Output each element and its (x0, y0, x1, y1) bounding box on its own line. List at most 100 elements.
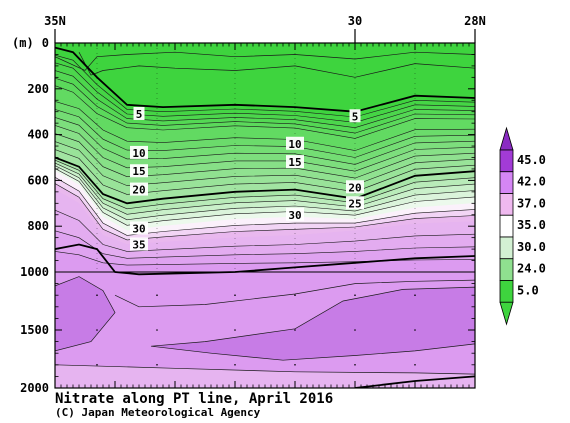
surface-fill (55, 43, 475, 112)
station-dot (234, 294, 236, 297)
colorbar-segment (499, 280, 514, 303)
isoline-label: 30 (132, 222, 145, 235)
station-dot (234, 329, 236, 331)
isoline-thin (55, 85, 475, 139)
isoline-thin (55, 162, 475, 215)
x-tick-label: 35N (44, 14, 66, 28)
isoline-thin (55, 230, 475, 259)
copyright-credit: (C) Japan Meteorological Agency (55, 406, 261, 419)
colorbar-bottom-arrow (499, 301, 514, 326)
y-tick-label: 800 (27, 219, 49, 233)
colorbar-segment (499, 149, 514, 173)
station-dot (96, 294, 98, 297)
isoline-thick (55, 46, 475, 113)
colorbar-label: 24.0 (517, 262, 546, 276)
deep-patch (55, 364, 475, 388)
isoline-thin (55, 51, 475, 71)
isoline-label-bg (346, 180, 364, 194)
isoline-label: 35 (132, 239, 145, 252)
colorbar-label: 45.0 (517, 153, 546, 167)
isoline-label-bg (130, 145, 148, 159)
colorbar-label: 5.0 (517, 283, 539, 297)
y-tick-label: 1000 (20, 265, 49, 279)
station-dot (294, 364, 296, 366)
isoline-thin (55, 177, 475, 236)
isoline-label-bg (130, 182, 148, 196)
y-unit-label: (m) (12, 36, 34, 50)
station-grid (96, 43, 416, 366)
isoline-label: 30 (288, 209, 301, 222)
colorbar-segment (499, 258, 514, 281)
isoline-label: 15 (288, 156, 301, 169)
isoline-label-bg (130, 164, 148, 178)
station-dot (96, 329, 98, 331)
station-dot (414, 294, 416, 297)
isoline-thick (55, 243, 475, 276)
y-tick-label: 400 (27, 128, 49, 142)
isoline-label-bg (130, 221, 148, 235)
station-dot (294, 329, 296, 331)
isoline-label: 5 (352, 110, 359, 123)
axis-ticks: 35N 30 28N 0 200 400 600 800 1000 1500 2000 (20, 14, 486, 395)
isoline-thin (55, 141, 475, 186)
isoline-thin (55, 117, 475, 165)
colorbar-label: 30.0 (517, 240, 546, 254)
isoline-thin (55, 159, 475, 210)
isoline-thin (55, 125, 475, 172)
isoline-label-bg (286, 155, 304, 169)
colorbar-segment (499, 171, 514, 194)
station-dot (414, 329, 416, 331)
isoline-label: 10 (288, 138, 301, 151)
isoline-label-bg (130, 237, 148, 251)
isoline-thin (55, 168, 475, 226)
colorbar-label: 35.0 (517, 218, 546, 232)
isoline-thick (55, 156, 475, 205)
colorbar-label: 42.0 (517, 175, 546, 189)
isoline-thin (55, 183, 475, 241)
colorbar-segment (499, 236, 514, 260)
station-dot (294, 294, 296, 297)
y-tick-label: 0 (42, 36, 49, 50)
isoline-label-bg (133, 106, 145, 120)
isolines (55, 46, 475, 388)
station-dot (354, 294, 356, 297)
y-tick-label: 200 (27, 82, 49, 96)
station-dot (354, 329, 356, 331)
station-dot (96, 364, 98, 366)
isoline-thin (55, 101, 475, 151)
isoline-thin (55, 54, 475, 118)
isoline-thin (55, 109, 475, 158)
isoline-thin (55, 133, 475, 179)
station-dot (156, 329, 158, 331)
isoline-thin (55, 209, 475, 252)
y-tick-label: 1500 (20, 323, 49, 337)
chart-title: Nitrate along PT line, April 2016 (55, 391, 333, 407)
isoline-label: 15 (132, 165, 145, 178)
colorbar-segment (499, 193, 514, 216)
station-dot (156, 294, 158, 297)
colorbar: 45.0 42.0 37.0 35.0 30.0 24.0 5.0 (499, 126, 546, 326)
colorbar-label: 37.0 (517, 196, 546, 210)
y-tick-label: 600 (27, 173, 49, 187)
y-tick-label: 2000 (20, 381, 49, 395)
deep-patches (55, 276, 475, 388)
isoline-thin (78, 52, 475, 78)
x-tick-label: 30 (348, 14, 362, 28)
colorbar-top-arrow (499, 126, 514, 151)
isoline-label-bg (346, 196, 364, 210)
x-tick-label: 28N (464, 14, 486, 28)
deep-patch (55, 276, 116, 352)
isoline-thin (55, 165, 475, 221)
isoline-thin (114, 279, 475, 308)
station-dot (414, 364, 416, 366)
isoline-labels: 5 5 10 10 15 15 20 20 25 30 30 35 (130, 106, 364, 252)
isoline-thin (55, 70, 475, 129)
isoline-thin (55, 77, 475, 134)
isoline-label-bg (286, 207, 304, 221)
isoline-label-bg (349, 109, 361, 123)
plot-area (55, 43, 475, 388)
station-dot (156, 364, 158, 366)
isoline-label-bg (286, 136, 304, 150)
isoline-label: 20 (132, 184, 145, 197)
